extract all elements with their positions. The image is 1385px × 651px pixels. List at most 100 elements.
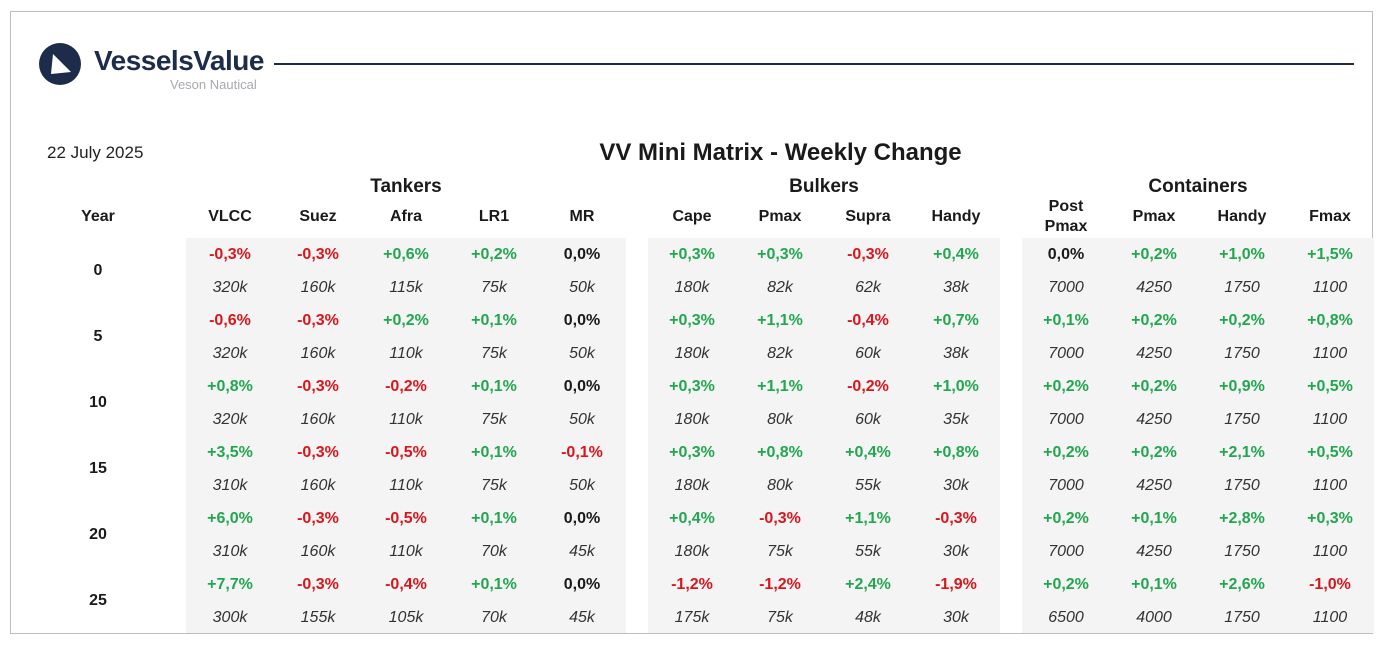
vessel-size-cell: 38k [943,344,969,362]
weekly-change-cell: 0,0% [563,377,601,395]
weekly-change-cell: -0,5% [385,509,427,527]
weekly-change-cell: +0,8% [933,443,979,461]
weekly-change-cell: 0,0% [1047,245,1085,263]
column-header: Pmax [1132,208,1176,225]
vessel-size-cell: 160k [300,344,336,362]
vessel-size-cell: 82k [767,344,793,362]
vessel-size-cell: 6500 [1048,608,1084,626]
column-header: LR1 [478,208,510,225]
vessel-size-cell: 180k [674,344,710,362]
weekly-change-cell: +0,1% [1043,311,1089,329]
vessel-size-cell: 1750 [1224,344,1260,362]
vessel-size-cell: 310k [212,542,248,560]
weekly-change-cell: -0,3% [297,377,339,395]
weekly-change-cell: 0,0% [563,575,601,593]
weekly-change-cell: -0,6% [209,311,251,329]
vessel-size-cell: 1750 [1224,608,1260,626]
vessel-size-cell: 1100 [1312,476,1348,494]
year-label: 10 [89,394,107,411]
vessel-size-cell: 160k [300,278,336,296]
weekly-change-cell: -0,3% [759,509,801,527]
weekly-change-cell: +0,2% [1043,575,1089,593]
vessel-size-cell: 180k [674,410,710,428]
weekly-change-cell: +2,6% [1219,575,1265,593]
vessel-size-cell: 110k [389,344,423,362]
vessel-size-cell: 30k [943,608,969,626]
year-label: 5 [93,328,103,345]
vessel-size-cell: 115k [389,278,423,296]
vessel-size-cell: 320k [212,410,248,428]
vessel-size-cell: 160k [300,476,336,494]
group-label: Bulkers [789,176,859,197]
weekly-change-cell: +0,9% [1219,377,1265,395]
vessel-size-cell: 155k [300,608,336,626]
vessel-size-cell: 160k [300,410,336,428]
vessel-size-cell: 7000 [1048,476,1084,494]
weekly-change-cell: +0,2% [471,245,517,263]
vessel-size-cell: 110k [389,542,423,560]
vessel-size-cell: 7000 [1048,542,1084,560]
weekly-change-cell: +0,1% [1131,575,1177,593]
weekly-change-cell: +0,3% [1307,509,1353,527]
weekly-change-cell: +0,3% [669,245,715,263]
weekly-change-cell: +0,2% [1131,377,1177,395]
weekly-change-cell: +0,8% [757,443,803,461]
column-header: Afra [389,208,422,225]
vessel-size-cell: 45k [569,608,595,626]
vessel-size-cell: 1750 [1224,542,1260,560]
weekly-change-cell: -0,3% [297,575,339,593]
vessel-size-cell: 4250 [1136,476,1172,494]
weekly-change-cell: 0,0% [563,509,601,527]
vessel-size-cell: 1750 [1224,476,1260,494]
vessel-size-cell: 7000 [1048,344,1084,362]
weekly-change-cell: +0,2% [1043,443,1089,461]
weekly-change-cell: -1,0% [1309,575,1351,593]
weekly-change-cell: +2,1% [1219,443,1265,461]
column-header: Supra [845,208,891,225]
weekly-change-cell: -0,3% [297,311,339,329]
weekly-change-cell: +0,2% [383,311,429,329]
vessel-size-cell: 75k [481,344,507,362]
header-rule [274,63,1354,65]
weekly-change-cell: -0,4% [385,575,427,593]
weekly-change-cell: -0,3% [297,509,339,527]
vessel-size-cell: 35k [943,410,969,428]
weekly-change-cell: -1,2% [671,575,713,593]
weekly-change-cell: -1,9% [935,575,977,593]
vessel-size-cell: 110k [389,476,423,494]
year-label: 25 [89,592,107,609]
brand-name: VesselsValue [94,45,264,76]
vessel-size-cell: 30k [943,476,969,494]
vessel-size-cell: 38k [943,278,969,296]
weekly-change-cell: -1,2% [759,575,801,593]
vessel-size-cell: 50k [569,410,595,428]
weekly-change-cell: +0,3% [757,245,803,263]
weekly-change-cell: -0,3% [209,245,251,263]
group-background [186,238,626,633]
vessel-size-cell: 48k [855,608,881,626]
weekly-change-cell: +0,2% [1043,377,1089,395]
vessel-size-cell: 70k [481,608,507,626]
year-label: 0 [93,262,103,279]
vessel-size-cell: 60k [855,344,881,362]
weekly-change-cell: +0,2% [1131,443,1177,461]
year-label: 15 [89,460,107,477]
vessel-size-cell: 110k [389,410,423,428]
vessel-size-cell: 7000 [1048,410,1084,428]
vessel-size-cell: 60k [855,410,881,428]
weekly-change-cell: +1,1% [757,311,803,329]
vessel-size-cell: 1100 [1312,278,1348,296]
column-header: Fmax [1309,208,1351,225]
vessel-size-cell: 4250 [1136,344,1172,362]
year-label: 20 [89,526,107,543]
weekly-change-cell: +0,8% [1307,311,1353,329]
vessel-size-cell: 180k [674,542,710,560]
weekly-change-cell: +0,6% [383,245,429,263]
weekly-change-cell: +0,3% [669,377,715,395]
vessel-size-cell: 50k [569,344,595,362]
weekly-change-cell: +0,1% [471,311,517,329]
weekly-change-cell: -0,3% [297,443,339,461]
column-header: Handy [931,208,981,225]
weekly-change-cell: -0,4% [847,311,889,329]
year-header: Year [81,208,115,225]
